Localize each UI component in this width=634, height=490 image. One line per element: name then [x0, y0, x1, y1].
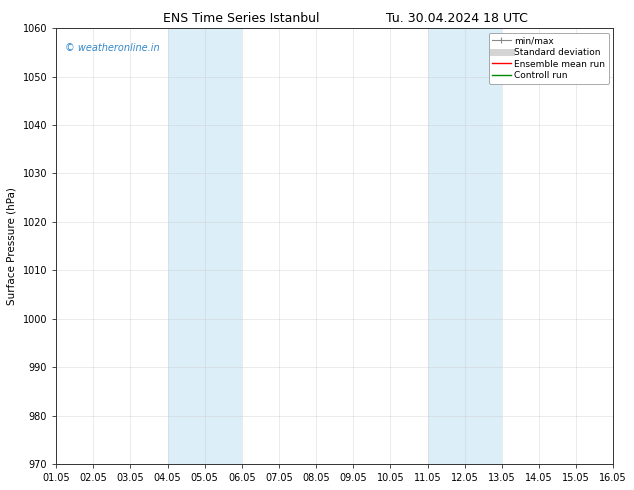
Text: ENS Time Series Istanbul: ENS Time Series Istanbul: [163, 12, 319, 25]
Text: Tu. 30.04.2024 18 UTC: Tu. 30.04.2024 18 UTC: [385, 12, 527, 25]
Legend: min/max, Standard deviation, Ensemble mean run, Controll run: min/max, Standard deviation, Ensemble me…: [489, 33, 609, 84]
Y-axis label: Surface Pressure (hPa): Surface Pressure (hPa): [7, 187, 17, 305]
Text: © weatheronline.in: © weatheronline.in: [65, 43, 159, 53]
Bar: [427, 28, 502, 464]
Bar: [167, 28, 242, 464]
